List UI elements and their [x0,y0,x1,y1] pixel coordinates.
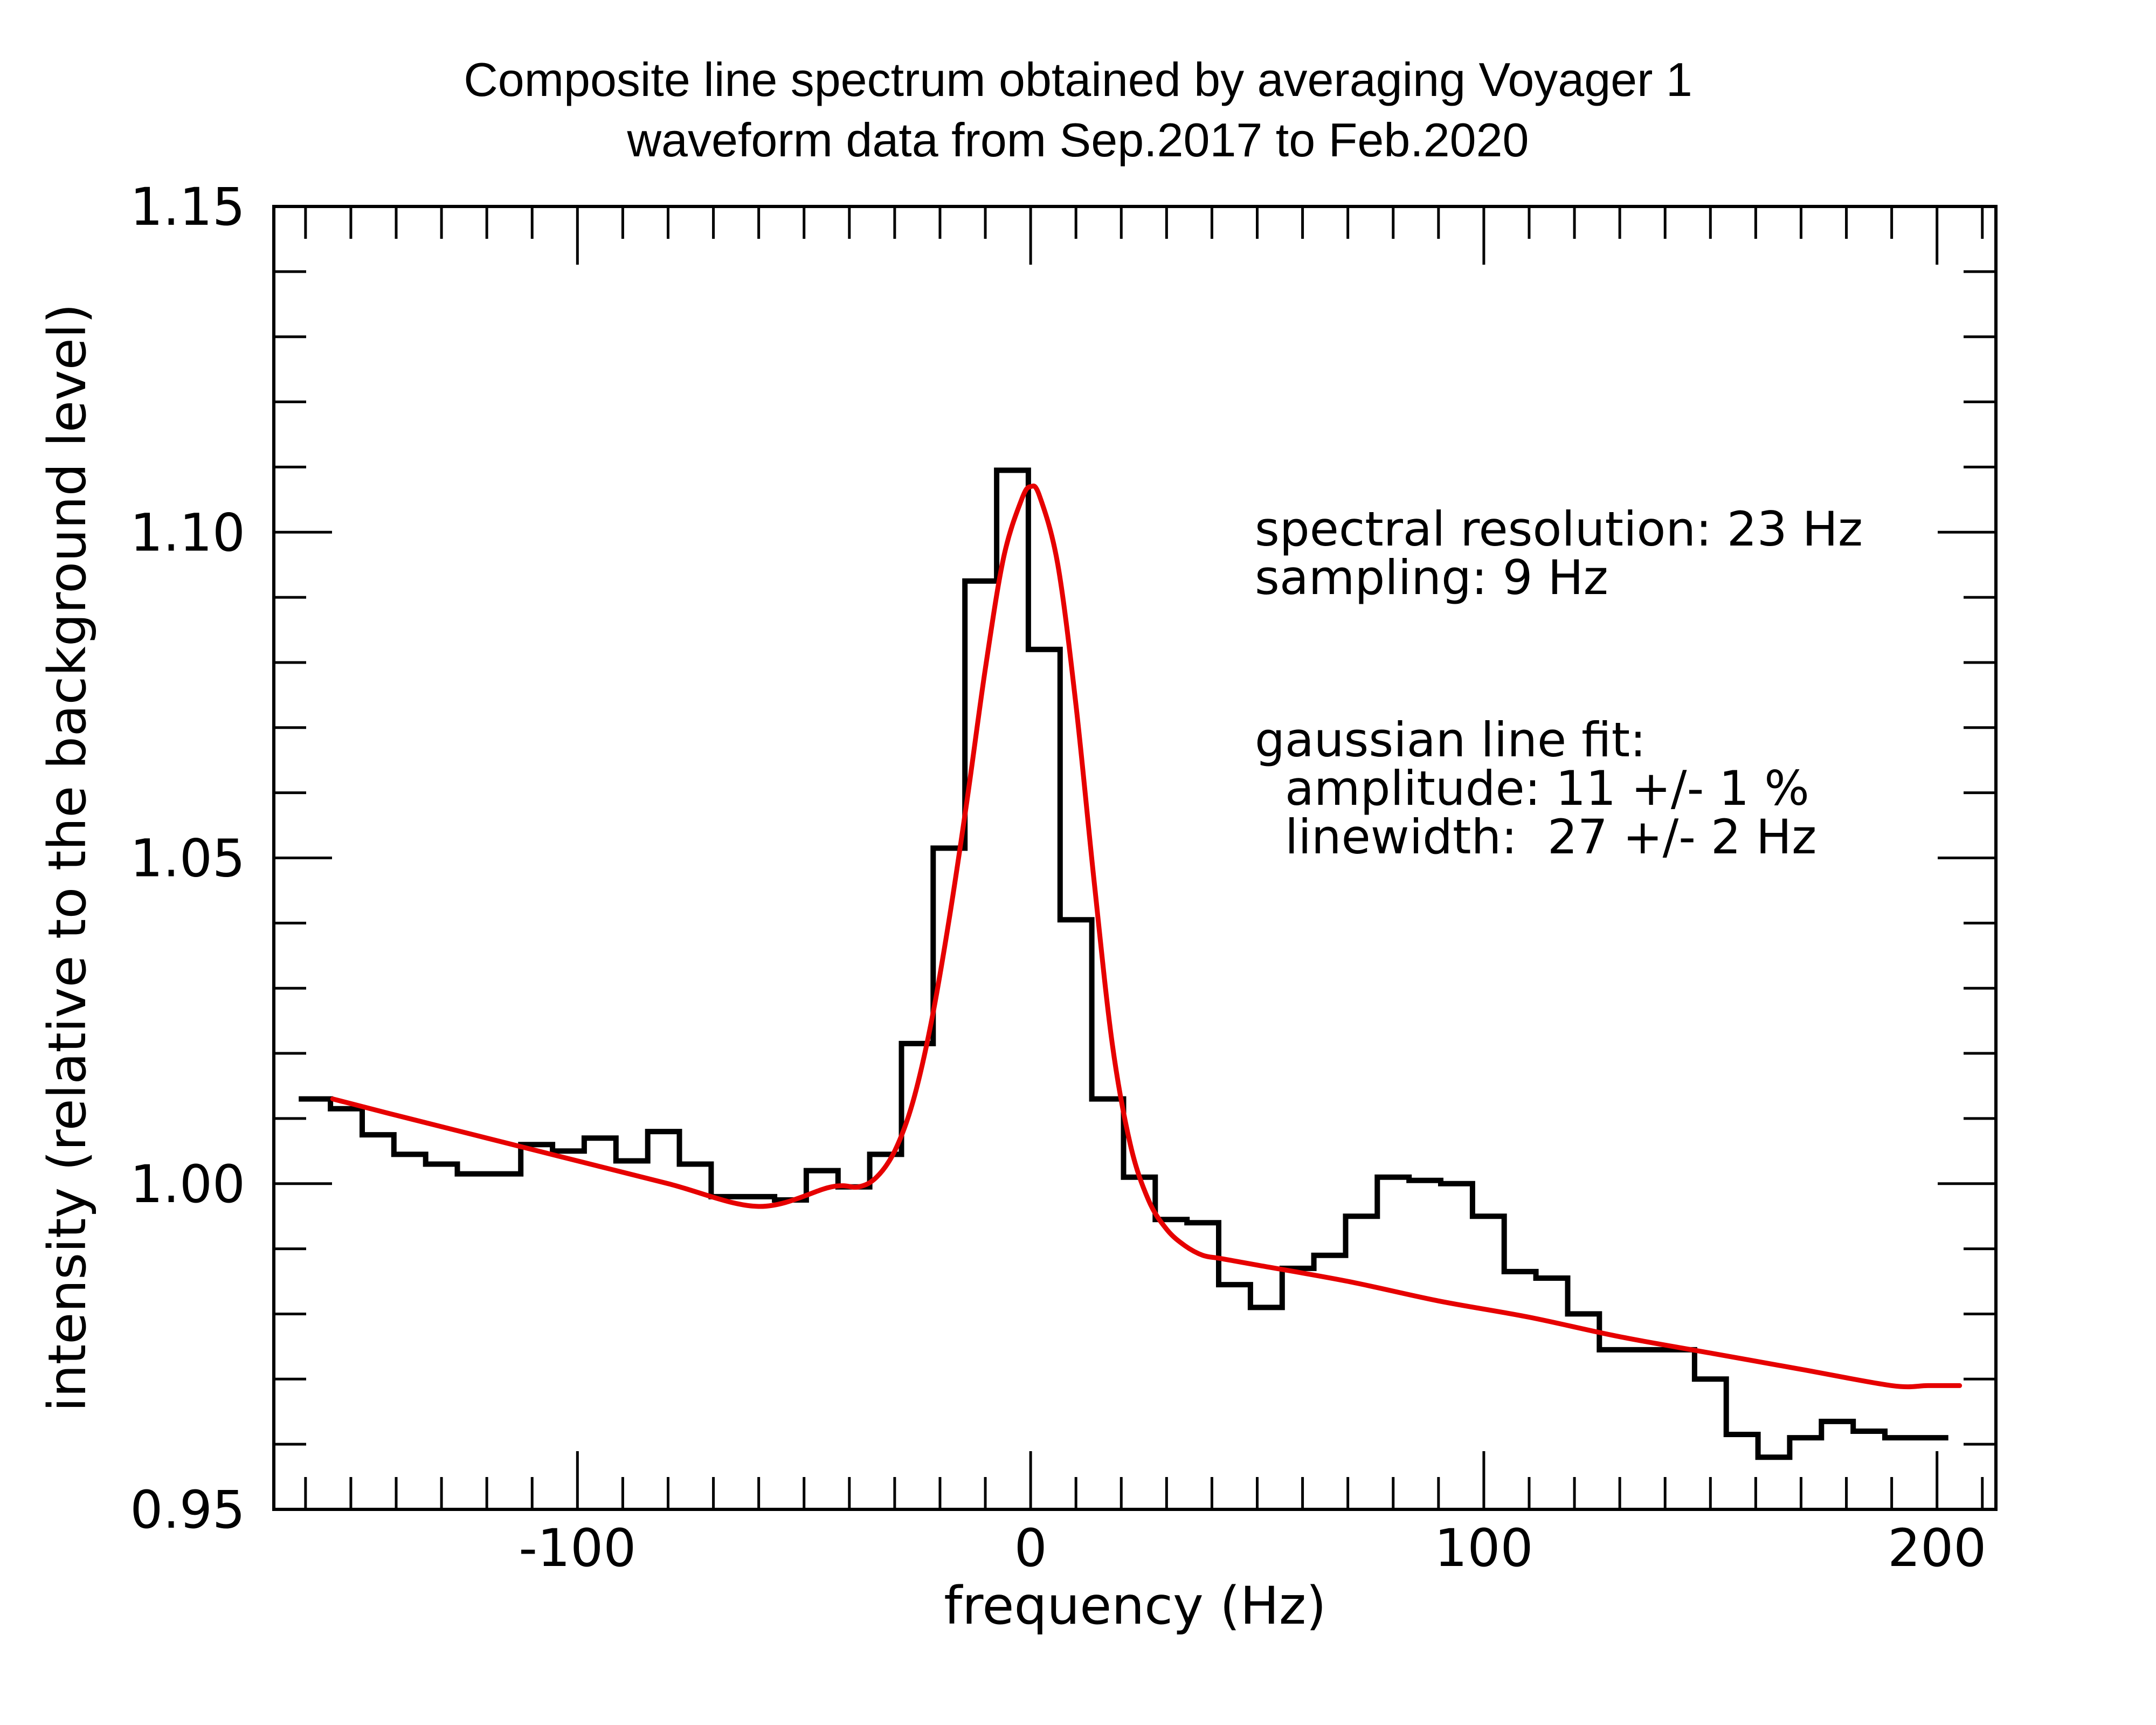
x-tick-label: 200 [1888,1518,1986,1578]
x-axis-label: frequency (Hz) [944,1576,1326,1636]
tick-labels: -100 0 100 200 0.95 1.00 1.05 1.10 1.15 [130,177,1986,1578]
annotation-linewidth: linewidth: 27 +/- 2 Hz [1255,809,1816,865]
y-tick-label: 1.15 [130,177,245,237]
annotation-sampling: sampling: 9 Hz [1255,550,1608,605]
spectrum-step-line [299,467,1948,1460]
annotation-amplitude: amplitude: 11 +/- 1 % [1255,761,1809,816]
gaussian-fit-line [330,484,1962,1390]
y-tick-label: 0.95 [130,1480,245,1540]
y-tick-label: 1.05 [130,829,245,889]
y-axis-label: intensity (relative to the background le… [37,303,98,1412]
x-tick-label: 0 [1014,1518,1047,1578]
plot-frame [272,205,1998,1511]
x-tick-label: -100 [519,1518,636,1578]
x-tick-label: 100 [1434,1518,1533,1578]
chart-title-line-1: Composite line spectrum obtained by aver… [464,53,1692,106]
annotation-gaussian-fit: gaussian line fit: [1255,712,1646,768]
axis-ticks [274,205,1996,1511]
y-tick-label: 1.10 [130,502,245,563]
chart-title-line-2: waveform data from Sep.2017 to Feb.2020 [627,113,1529,167]
annotation-spectral-resolution: spectral resolution: 23 Hz [1255,501,1863,557]
y-tick-label: 1.00 [130,1154,245,1215]
